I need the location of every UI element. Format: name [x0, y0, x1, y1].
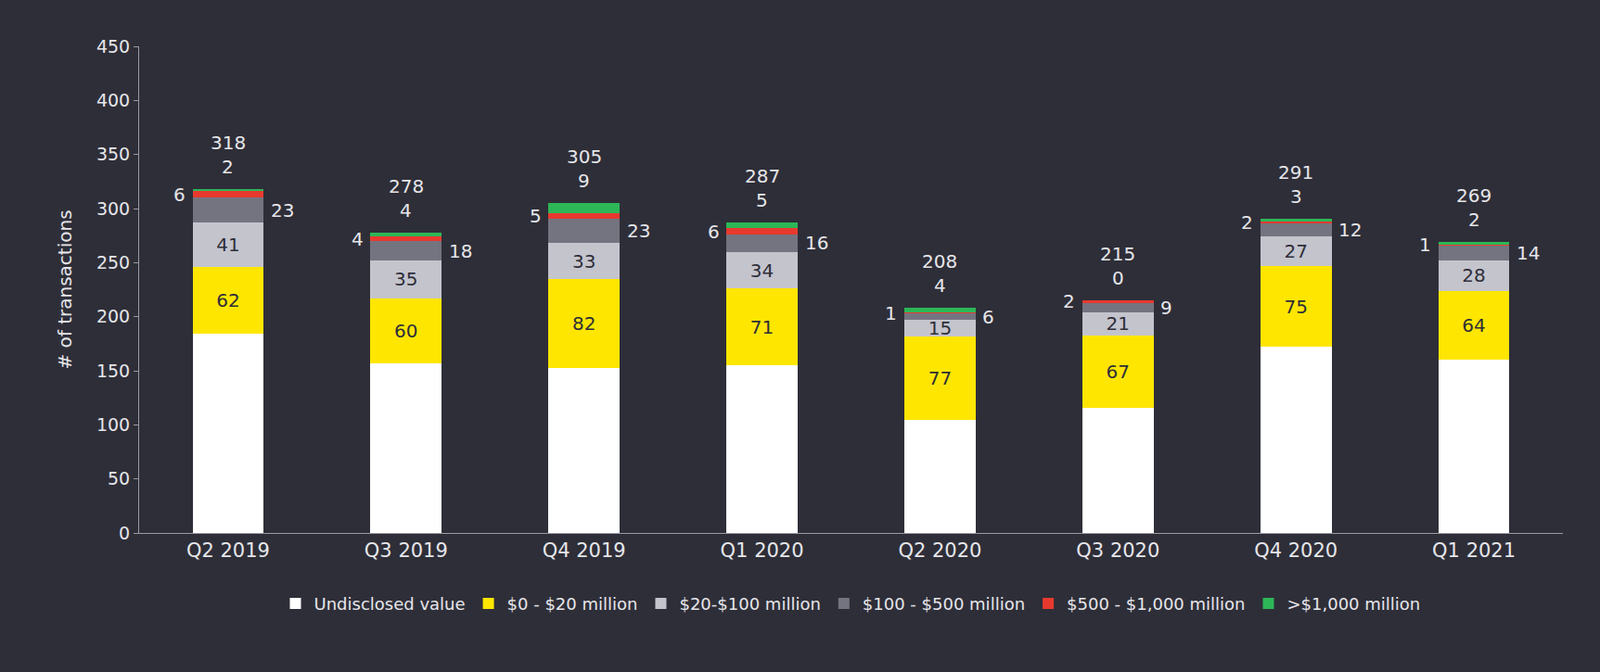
svg-text:5: 5 [755, 189, 768, 212]
svg-text:Q2 2019: Q2 2019 [186, 539, 270, 563]
svg-text:Q4 2020: Q4 2020 [1254, 539, 1338, 563]
svg-text:9: 9 [1160, 296, 1173, 320]
svg-text:2: 2 [1062, 290, 1076, 313]
svg-text:215: 215 [1100, 243, 1136, 266]
svg-text:4: 4 [934, 274, 947, 297]
svg-text:21: 21 [1106, 312, 1130, 335]
svg-text:287: 287 [744, 165, 781, 188]
svg-text:18: 18 [448, 240, 473, 263]
svg-text:$20-$100 million: $20-$100 million [678, 594, 820, 615]
svg-text:350: 350 [96, 143, 130, 165]
svg-text:Undisclosed value: Undisclosed value [314, 594, 466, 615]
svg-text:208: 208 [921, 250, 958, 273]
svg-text:62: 62 [216, 289, 240, 312]
svg-text:6: 6 [173, 183, 186, 206]
svg-text:Q1 2020: Q1 2020 [720, 539, 805, 563]
svg-text:0: 0 [118, 523, 130, 544]
svg-text:200: 200 [96, 306, 130, 327]
svg-text:9: 9 [577, 169, 590, 192]
svg-text:250: 250 [96, 252, 130, 273]
svg-text:23: 23 [270, 199, 295, 222]
svg-text:12: 12 [1338, 218, 1362, 242]
svg-text:34: 34 [750, 259, 774, 282]
svg-text:14: 14 [1516, 242, 1540, 265]
svg-text:278: 278 [388, 175, 424, 198]
svg-text:50: 50 [107, 468, 130, 489]
svg-text:2: 2 [1241, 211, 1254, 234]
svg-text:4: 4 [399, 199, 412, 222]
svg-text:6: 6 [982, 306, 995, 329]
svg-text:67: 67 [1106, 360, 1130, 384]
svg-text:Q3 2020: Q3 2020 [1075, 539, 1160, 563]
svg-text:400: 400 [96, 89, 130, 111]
svg-text:Q3 2019: Q3 2019 [364, 539, 448, 563]
svg-text:35: 35 [394, 268, 418, 291]
svg-text:1: 1 [884, 302, 897, 325]
svg-text:27: 27 [1283, 240, 1307, 263]
svg-text:16: 16 [805, 231, 829, 255]
svg-text:23: 23 [627, 219, 651, 243]
svg-text:28: 28 [1461, 264, 1485, 287]
svg-text:15: 15 [928, 317, 952, 340]
svg-text:$500 - $1,000 million: $500 - $1,000 million [1066, 594, 1245, 615]
svg-text:300: 300 [96, 198, 130, 219]
svg-text:75: 75 [1283, 295, 1307, 319]
svg-text:# of transactions: # of transactions [53, 209, 77, 370]
svg-text:33: 33 [572, 250, 596, 273]
svg-text:4: 4 [351, 228, 364, 251]
svg-text:$100 - $500 million: $100 - $500 million [862, 594, 1025, 615]
svg-text:5: 5 [529, 204, 542, 228]
svg-text:291: 291 [1278, 161, 1314, 184]
svg-text:3: 3 [1290, 185, 1303, 208]
svg-text:$0 - $20 million: $0 - $20 million [507, 594, 639, 615]
svg-text:77: 77 [928, 367, 952, 390]
svg-text:2: 2 [221, 155, 234, 179]
svg-text:450: 450 [96, 36, 130, 57]
svg-text:150: 150 [96, 360, 130, 382]
svg-text:Q1 2021: Q1 2021 [1432, 539, 1516, 563]
svg-text:318: 318 [210, 131, 246, 154]
svg-text:>$1,000 million: >$1,000 million [1286, 594, 1421, 615]
svg-text:60: 60 [394, 320, 418, 343]
svg-text:0: 0 [1112, 267, 1125, 290]
svg-text:100: 100 [96, 414, 130, 436]
svg-text:6: 6 [707, 220, 720, 244]
svg-text:305: 305 [566, 145, 602, 168]
svg-text:41: 41 [216, 233, 240, 256]
svg-text:64: 64 [1461, 314, 1485, 337]
svg-text:71: 71 [750, 316, 774, 339]
svg-text:Q4 2019: Q4 2019 [542, 539, 627, 563]
svg-text:269: 269 [1456, 184, 1492, 207]
svg-text:2: 2 [1468, 208, 1481, 231]
svg-text:82: 82 [572, 312, 596, 335]
svg-text:1: 1 [1419, 233, 1432, 256]
svg-text:Q2 2020: Q2 2020 [897, 539, 982, 563]
